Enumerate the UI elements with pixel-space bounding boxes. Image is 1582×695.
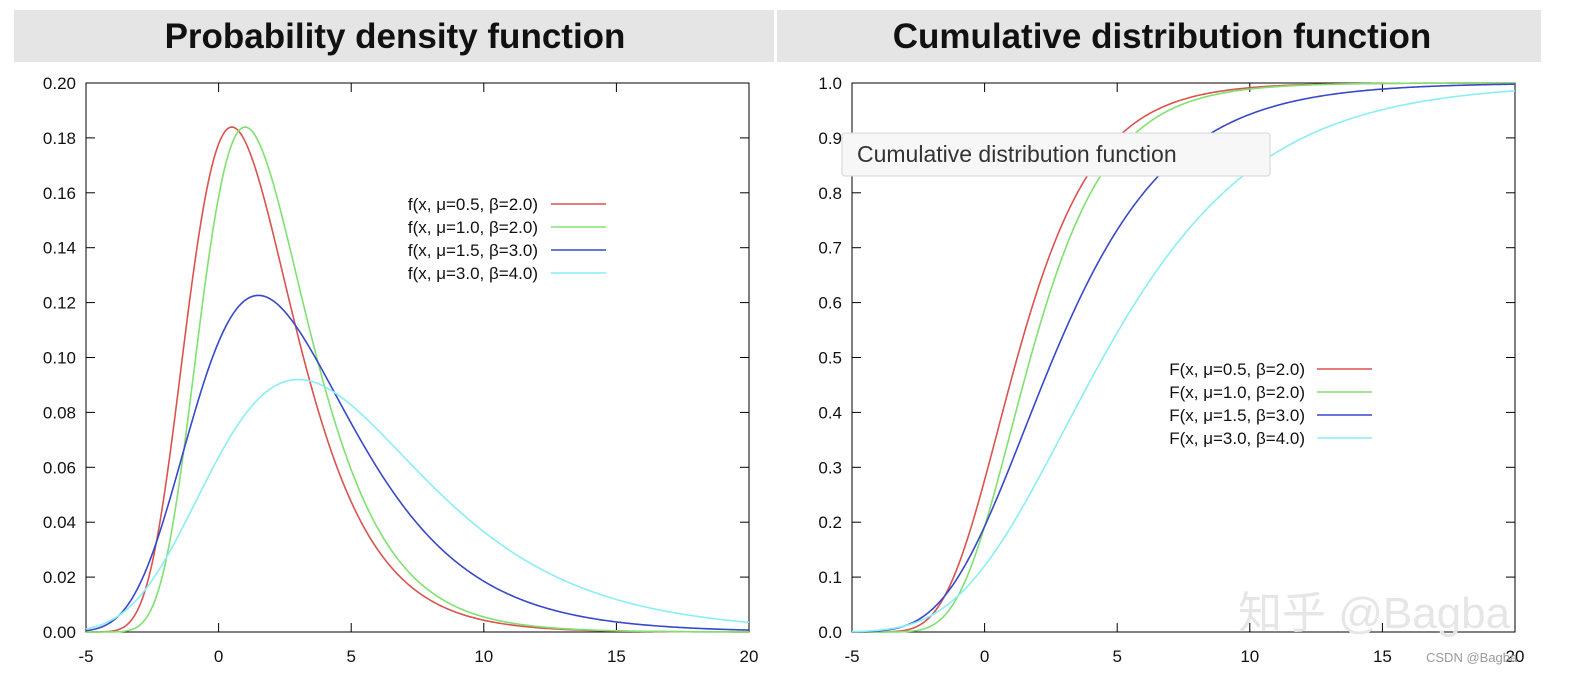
y-tick-label: 0.10: [43, 349, 76, 368]
legend-label-4: F(x, μ=3.0, β=4.0): [1169, 429, 1305, 448]
legend-label-1: f(x, μ=0.5, β=2.0): [408, 195, 538, 214]
series-line-2: [852, 82, 1515, 633]
x-tick-label: 0: [980, 647, 989, 666]
pdf-title: Probability density function: [165, 17, 626, 56]
x-tick-label: -5: [844, 647, 859, 666]
cdf-panel: Cumulative distribution function 0.0 0.1 0…: [777, 10, 1541, 666]
x-tick-label: 20: [1506, 647, 1525, 666]
y-tick-label: 0.00: [43, 623, 76, 642]
pdf-series: [85, 126, 750, 633]
tooltip-text: Cumulative distribution function: [857, 141, 1177, 167]
x-tick-label: 15: [1373, 647, 1392, 666]
x-tick-label: -5: [78, 647, 93, 666]
legend-label-4: f(x, μ=3.0, β=4.0): [408, 264, 538, 283]
series-line-4: [851, 89, 1516, 633]
pdf-title-bar: [14, 10, 774, 62]
y-tick-label: 0.6: [818, 294, 842, 313]
tooltip: Cumulative distribution function: [841, 132, 1271, 177]
y-tick-label: 0.2: [818, 513, 842, 532]
legend-label-3: F(x, μ=1.5, β=3.0): [1169, 406, 1305, 425]
y-tick-label: 0.14: [43, 239, 76, 258]
x-tick-label: 20: [740, 647, 759, 666]
tooltip-box: [841, 132, 1271, 177]
x-tick-label: 0: [214, 647, 223, 666]
y-tick-label: 0.9: [818, 129, 842, 148]
y-tick-label: 0.08: [43, 403, 76, 422]
x-tick-label: 5: [1112, 647, 1121, 666]
legend-label-2: F(x, μ=1.0, β=2.0): [1169, 383, 1305, 402]
series-line-4: [85, 378, 750, 630]
y-tick-label: 0.8: [818, 184, 842, 203]
legend-label-2: f(x, μ=1.0, β=2.0): [408, 218, 538, 237]
y-tick-label: 0.16: [43, 184, 76, 203]
watermark-zhihu: 知乎 @Bagba: [1238, 589, 1511, 638]
y-tick-label: 0.3: [818, 458, 842, 477]
y-tick-label: 1.0: [818, 74, 842, 93]
pdf-axes: 0.00 0.02 0.04 0.06 0.08 0.10 0.12 0.14 0.16 0.18…: [43, 74, 759, 666]
x-tick-label: 15: [607, 647, 626, 666]
pdf-legend: f(x, μ=0.5, β=2.0) f(x, μ=1.0, β=2.0) f(x,…: [408, 195, 606, 283]
y-tick-label: 0.12: [43, 294, 76, 313]
y-tick-label: 0.5: [818, 349, 842, 368]
pdf-plot-frame: [85, 82, 750, 633]
cdf-title-bar: [777, 10, 1541, 62]
legend-label-3: f(x, μ=1.5, β=3.0): [408, 241, 538, 260]
series-line-3: [85, 294, 750, 632]
x-tick-label: 10: [1240, 647, 1259, 666]
y-tick-label: 0.20: [43, 74, 76, 93]
cdf-legend: F(x, μ=0.5, β=2.0) F(x, μ=1.0, β=2.0) F(x,…: [1169, 360, 1372, 448]
y-tick-label: 0.04: [43, 513, 76, 532]
y-tick-label: 0.18: [43, 129, 76, 148]
y-tick-label: 0.7: [818, 239, 842, 258]
legend-label-1: F(x, μ=0.5, β=2.0): [1169, 360, 1305, 379]
pdf-panel: Probability density function 0.000.020.0…: [14, 10, 774, 666]
cdf-title: Cumulative distribution function: [893, 17, 1432, 56]
y-tick-label: 0.02: [43, 568, 76, 587]
y-tick-label: 0.1: [818, 568, 842, 587]
y-tick-label: 0.4: [818, 403, 842, 422]
x-tick-label: 10: [474, 647, 493, 666]
x-tick-label: 5: [346, 647, 355, 666]
watermark-csdn: CSDN @Bagba: [1426, 650, 1518, 665]
y-tick-label: 0.06: [43, 458, 76, 477]
series-line-2: [86, 126, 750, 633]
y-tick-label: 0.0: [818, 623, 842, 642]
